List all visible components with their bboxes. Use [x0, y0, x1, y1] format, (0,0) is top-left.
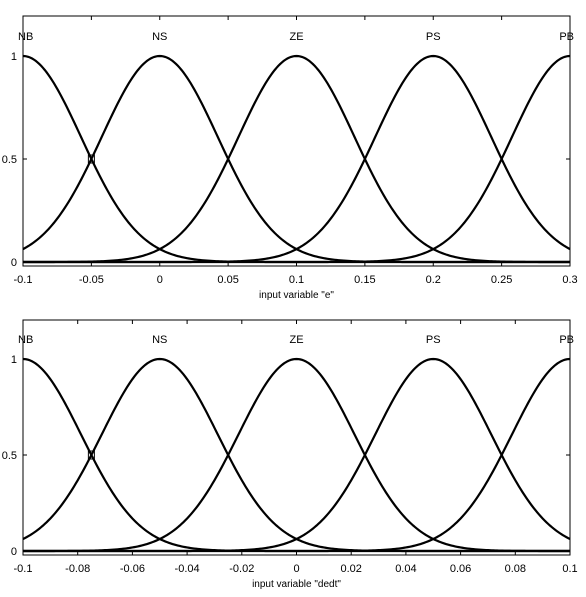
- plot-frame: [22, 319, 571, 556]
- mf-curve-ps: [23, 357, 571, 553]
- x-tick-label: 0.3: [562, 274, 577, 286]
- y-tick-label: 0.5: [2, 450, 17, 462]
- mf-label-ze: ZE: [289, 334, 303, 346]
- y-tick-label: 1: [11, 354, 17, 366]
- mf-label-ps: PS: [426, 31, 441, 43]
- x-tick-label: 0.15: [354, 274, 375, 286]
- mf-curve-ps: [23, 54, 571, 264]
- mf-label-nb: NB: [18, 31, 33, 43]
- y-tick-label: 0: [11, 546, 17, 558]
- mf-curve-nb: [22, 357, 570, 553]
- mf-label-pb: PB: [559, 31, 574, 43]
- selection-marker: [87, 154, 95, 164]
- x-tick-label: 0.2: [426, 274, 441, 286]
- x-tick-label: -0.05: [79, 274, 104, 286]
- mf-curve-pb: [23, 357, 571, 553]
- x-tick-label: 0.1: [562, 563, 577, 575]
- x-tick-label: -0.06: [120, 563, 145, 575]
- x-tick-label: 0: [157, 274, 163, 286]
- mf-curve-ns: [22, 54, 570, 264]
- mf-label-ns: NS: [152, 334, 167, 346]
- chart-panel-2: NB NS ZE PS PB -0.1 -0.08 -0.06 -0.04 -0.02 0 0.02 0…: [2, 319, 578, 590]
- y-tick-label: 1: [11, 51, 17, 63]
- x-tick-label: 0.05: [217, 274, 238, 286]
- y-tick-label: 0: [11, 257, 17, 269]
- x-tick-label: 0.02: [340, 563, 361, 575]
- mf-curve-ze: [23, 54, 570, 264]
- mf-curve-pb: [23, 54, 571, 264]
- x-axis-title: input variable "e": [259, 290, 334, 301]
- x-tick-label: -0.08: [65, 563, 90, 575]
- x-tick-label: 0.06: [450, 563, 471, 575]
- y-tick-label: 0.5: [2, 154, 17, 166]
- mf-label-ze: ZE: [289, 31, 303, 43]
- mf-label-ps: PS: [426, 334, 441, 346]
- mf-label-nb: NB: [18, 334, 33, 346]
- x-tick-label: 0: [293, 563, 299, 575]
- x-tick-label: 0.1: [289, 274, 304, 286]
- chart-panel-1: NB NS ZE PS PB -0.1 -0.05 0 0.05 0.1 0.15 0.2 0.25 0.…: [2, 15, 578, 301]
- x-tick-label: 0.04: [395, 563, 416, 575]
- x-tick-label: 0.08: [505, 563, 526, 575]
- selection-marker: [87, 450, 95, 460]
- x-tick-label: -0.1: [14, 274, 33, 286]
- plot-frame: [22, 15, 571, 267]
- mf-curve-ze: [23, 357, 570, 553]
- x-axis-title: input variable "dedt": [252, 579, 341, 590]
- mf-curve-ns: [22, 357, 570, 553]
- mf-curve-nb: [22, 54, 570, 264]
- x-tick-label: -0.1: [14, 563, 33, 575]
- x-tick-label: -0.02: [229, 563, 254, 575]
- x-tick-label: -0.04: [175, 563, 200, 575]
- mf-label-ns: NS: [152, 31, 167, 43]
- x-tick-label: 0.25: [491, 274, 512, 286]
- mf-label-pb: PB: [559, 334, 574, 346]
